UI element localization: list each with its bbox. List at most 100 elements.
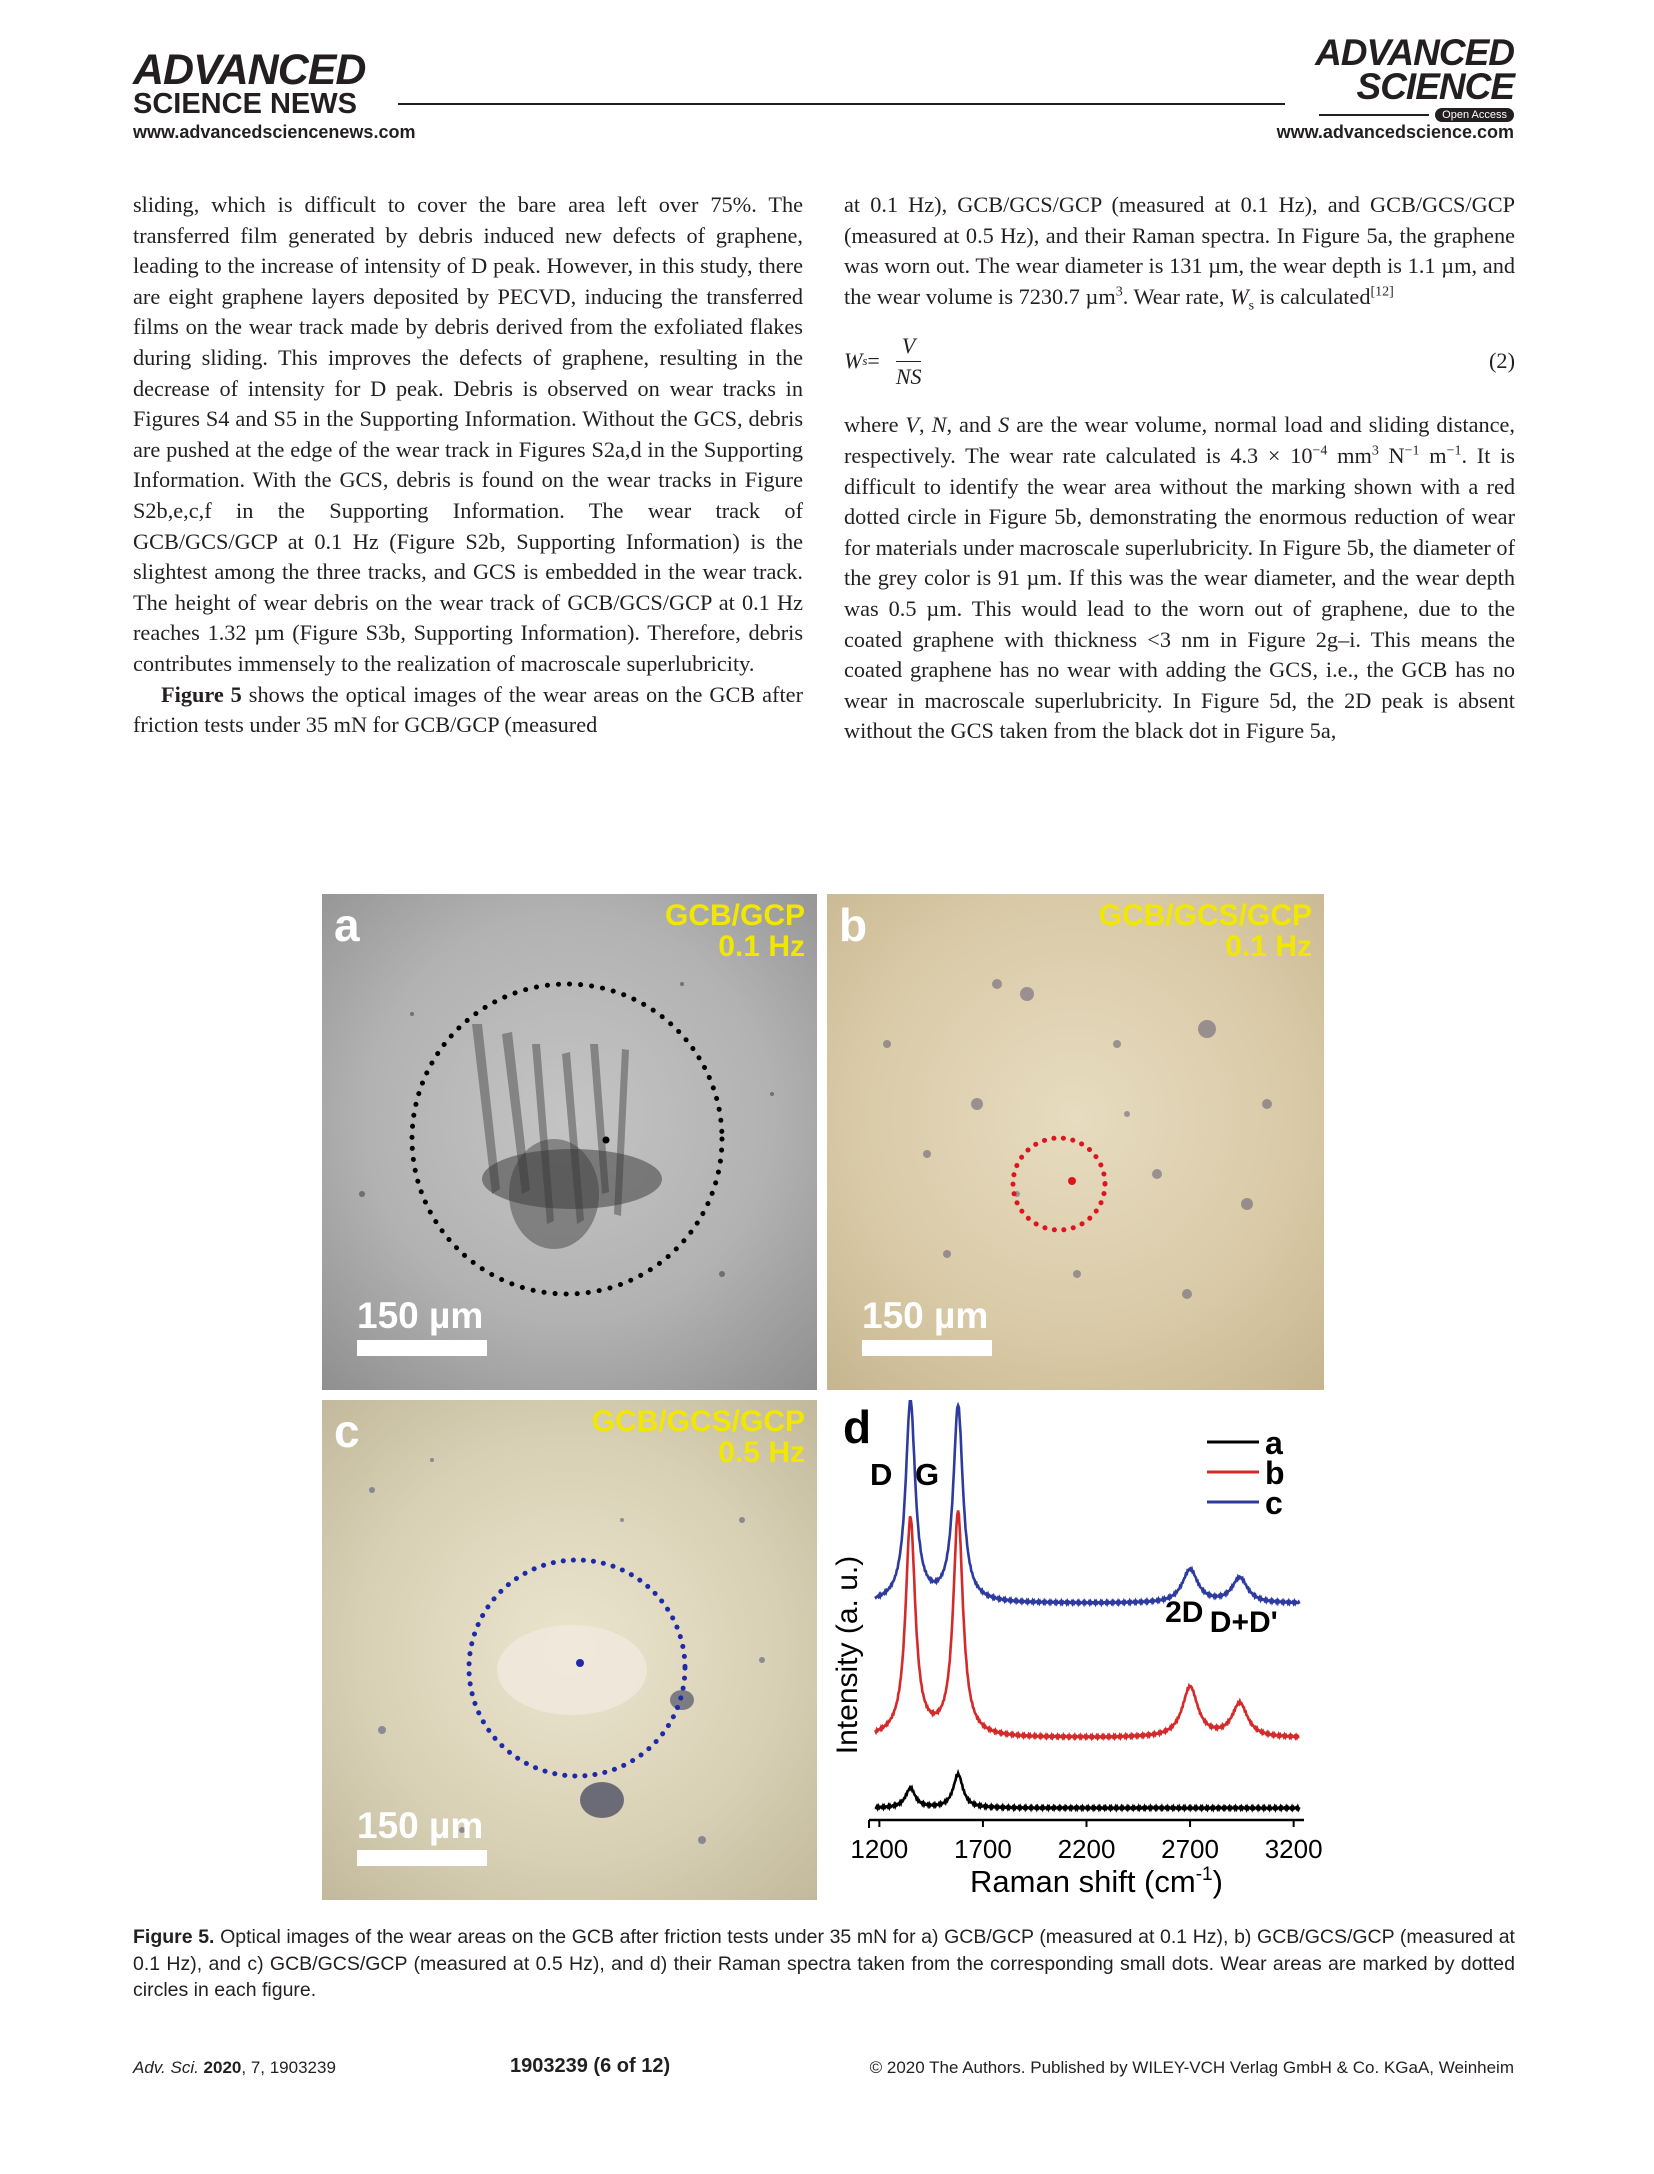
wear-circle-c [466, 1557, 688, 1779]
paragraph: where V, N, and S are the wear volume, n… [844, 410, 1515, 747]
series-line-b [874, 1510, 1300, 1742]
paragraph-text: . Wear rate, [1122, 283, 1231, 309]
figure-reference: Figure 5 [161, 681, 242, 707]
panel-title: GCB/GCP 0.1 Hz [665, 900, 805, 962]
footer-journal: Adv. Sci. [133, 2058, 199, 2077]
figure-5: a GCB/GCP 0.1 Hz 150 µm b GCB/GCS/GCP 0.1 … [322, 894, 1324, 1900]
legend-label-c: c [1265, 1485, 1283, 1521]
panel-b-micrograph: b GCB/GCS/GCP 0.1 Hz 150 µm [827, 894, 1324, 1390]
paragraph-text: are the wear volume, normal load and sli… [844, 412, 1515, 468]
superscript: −1 [1446, 443, 1462, 459]
panel-a-micrograph: a GCB/GCP 0.1 Hz 150 µm [322, 894, 817, 1390]
variable: V [905, 412, 920, 438]
superscript: −4 [1312, 443, 1328, 459]
x-tick-label: 2700 [1161, 1834, 1219, 1864]
logo-line1: ADVANCED [133, 46, 366, 94]
legend-label-b: b [1265, 1455, 1285, 1491]
scale-label: 150 µm [357, 1805, 484, 1846]
raman-chart-svg: 1200 1700 2200 2700 3200 Raman shift (cm-1) In… [831, 1400, 1323, 1899]
logo-right-line2: SCIENCE [1356, 66, 1515, 107]
superscript: 3 [1115, 284, 1123, 300]
paragraph-text: m [1419, 442, 1447, 468]
footer-copyright: © 2020 The Authors. Published by WILEY-V… [869, 2058, 1514, 2077]
paragraph-text: N [1378, 442, 1405, 468]
footer-citation: Adv. Sci. 2020, 7, 1903239 [133, 2058, 336, 2078]
panel-c-micrograph: c GCB/GCS/GCP 0.5 Hz 150 µm [322, 1400, 817, 1900]
variable: N [931, 412, 947, 438]
panel-b-texture [883, 979, 1272, 1299]
open-access-badge: Open Access [1435, 108, 1514, 122]
peak-label-DD: D+D' [1210, 1606, 1278, 1639]
footer-volume: , 7, 1903239 [241, 2058, 336, 2077]
peak-label-G: G [915, 1457, 939, 1492]
superscript: 3 [1371, 443, 1379, 459]
panel-title-line2: 0.1 Hz [718, 930, 805, 963]
citation[interactable]: [12] [1370, 284, 1394, 300]
header-url-right[interactable]: www.advancedscience.com [1276, 122, 1514, 142]
eq-denominator: NS [895, 363, 922, 389]
panel-c-texture [369, 1458, 765, 1844]
footer-year: 2020 [198, 2058, 242, 2077]
eq-equals: = [867, 348, 880, 374]
panel-title-line2: 0.1 Hz [1225, 930, 1312, 963]
series-line-a [874, 1768, 1301, 1813]
eq-numerator: V [895, 331, 922, 362]
paragraph-text: where [844, 412, 906, 438]
figure-caption: Figure 5. Optical images of the wear are… [133, 1924, 1515, 2004]
paragraph-text: mm [1327, 442, 1372, 468]
x-tick-label: 1700 [954, 1834, 1012, 1864]
legend-label-a: a [1265, 1425, 1283, 1461]
paragraph: sliding, which is difficult to cover the… [133, 192, 803, 676]
panel-title-line1: GCB/GCS/GCP [1098, 899, 1312, 932]
eq-lhs: W [844, 348, 863, 374]
x-tick-label: 1200 [850, 1834, 908, 1864]
panel-d-raman-chart: 1200 1700 2200 2700 3200 Raman shift (cm-1) In… [827, 1400, 1324, 1900]
paragraph: Figure 5 shows the optical images of the… [133, 680, 803, 741]
paragraph: at 0.1 Hz), GCB/GCS/GCP (measured at 0.1… [844, 190, 1515, 314]
variable: W [1230, 283, 1249, 309]
panel-title: GCB/GCS/GCP 0.5 Hz [592, 1406, 805, 1468]
panel-label: b [839, 899, 868, 951]
logo-right-line1: ADVANCED [1315, 32, 1515, 73]
panel-title-line2: 0.5 Hz [718, 1436, 805, 1469]
paragraph-text: shows the optical images of the wear are… [133, 681, 804, 738]
logo-line2: SCIENCE NEWS [133, 88, 357, 120]
right-column: at 0.1 Hz), GCB/GCS/GCP (measured at 0.1… [844, 190, 1515, 747]
x-axis-label: Raman shift (cm-1) [970, 1864, 1223, 1899]
series-line-c [874, 1400, 1301, 1608]
panel-title: GCB/GCS/GCP 0.1 Hz [1099, 900, 1312, 962]
peak-label-2D: 2D [1165, 1596, 1203, 1629]
header-url-left[interactable]: www.advancedsciencenews.com [133, 122, 416, 142]
subscript: s [1248, 298, 1255, 314]
panel-title-line1: GCB/GCP [664, 899, 805, 932]
caption-label: Figure 5. [133, 1926, 215, 1948]
footer-page-number: 1903239 (6 of 12) [510, 2055, 671, 2077]
paragraph-text: . It is difficult to identify the wear a… [844, 442, 1515, 744]
caption-text: Optical images of the wear areas on the … [133, 1926, 1515, 2001]
wear-circle-b [1010, 1135, 1108, 1233]
variable: S [998, 412, 1010, 438]
wear-circle-a [409, 981, 725, 1297]
panel-label: d [843, 1401, 872, 1453]
scale-bar: 150 µm [357, 1806, 487, 1866]
y-axis-label: Intensity (a. u.) [831, 1556, 864, 1754]
scale-label: 150 µm [862, 1295, 989, 1336]
x-tick-label: 3200 [1265, 1834, 1323, 1864]
paragraph-text: , and [946, 412, 999, 438]
scale-bar: 150 µm [357, 1296, 487, 1356]
left-column: sliding, which is difficult to cover the… [133, 190, 803, 741]
panel-label: a [334, 899, 360, 951]
panel-title-line1: GCB/GCS/GCP [591, 1405, 805, 1438]
paragraph-text: is calculated [1254, 283, 1371, 309]
superscript: −1 [1404, 443, 1420, 459]
paragraph-text: , [919, 412, 932, 438]
scale-bar: 150 µm [862, 1296, 992, 1356]
paragraph-text: at 0.1 Hz), GCB/GCS/GCP (measured at 0.1… [844, 192, 1515, 309]
journal-logo-left: ADVANCED SCIENCE NEWS [133, 46, 366, 120]
scale-label: 150 µm [357, 1295, 484, 1336]
header-rule [398, 103, 1285, 105]
x-tick-label: 2200 [1058, 1834, 1116, 1864]
equation-number: (2) [1489, 348, 1515, 374]
peak-label-D: D [870, 1457, 892, 1492]
